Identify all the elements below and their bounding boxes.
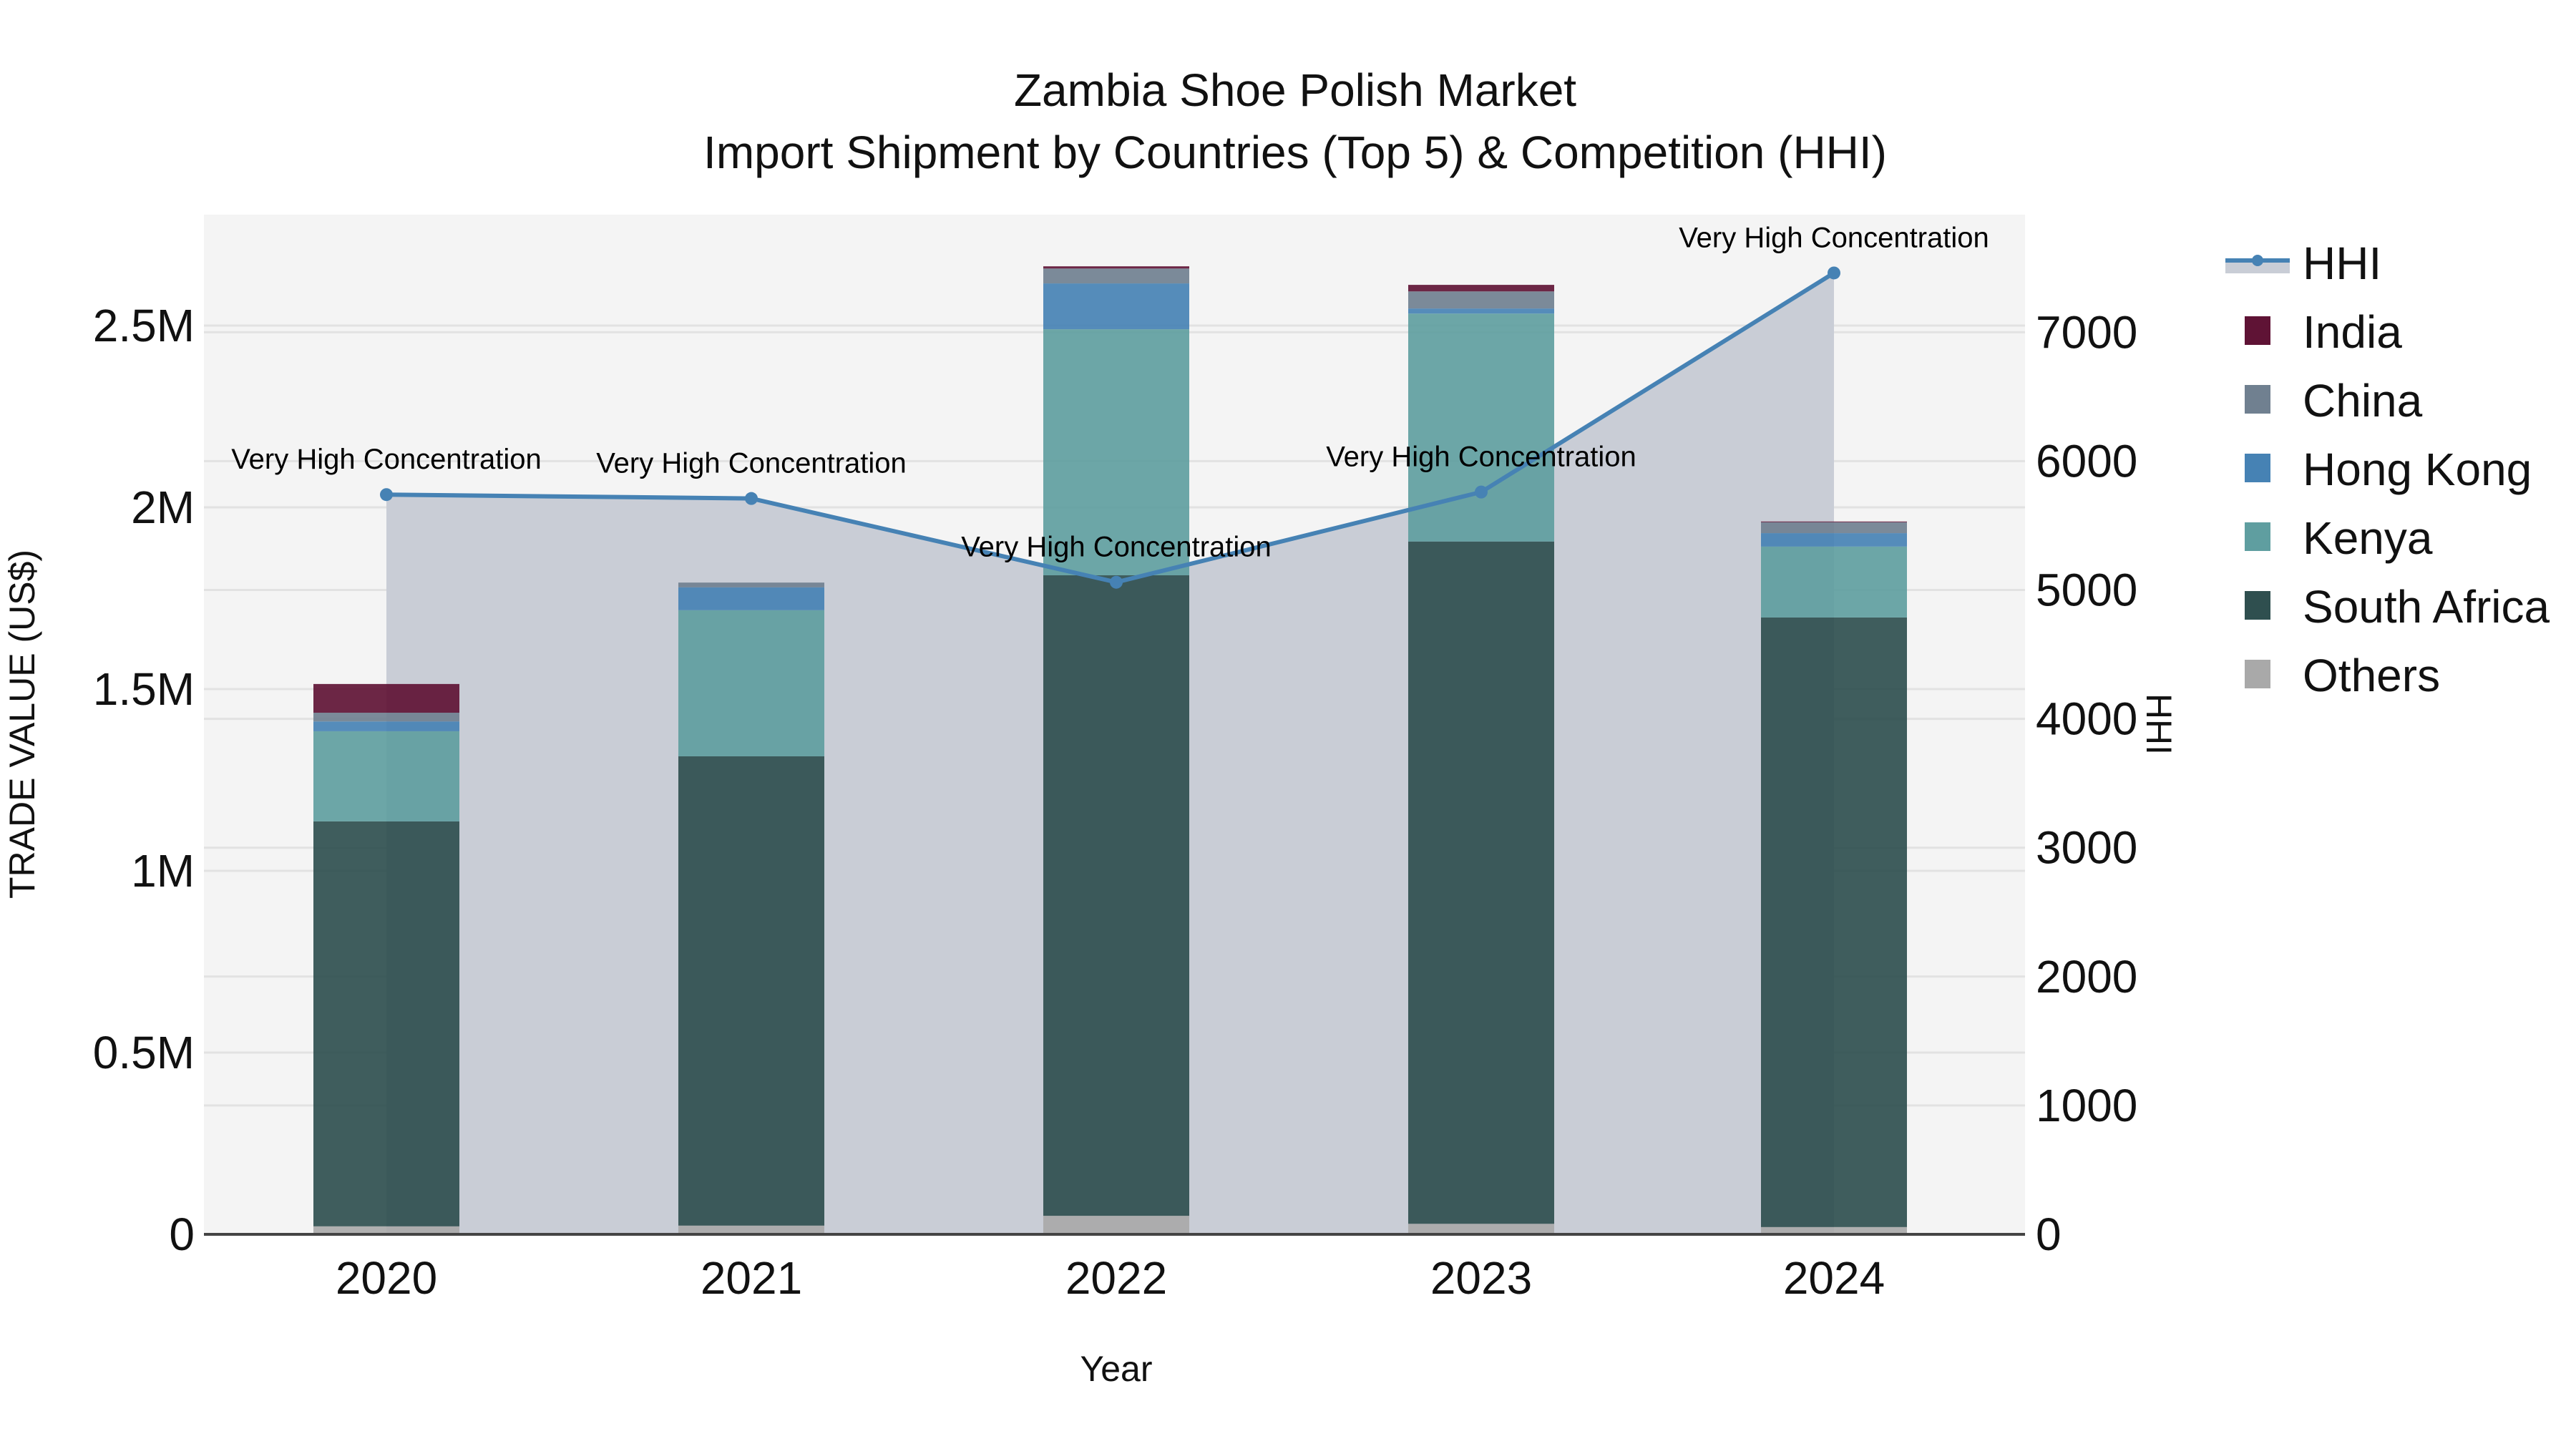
- bar-segment-south-africa[interactable]: [1761, 617, 1907, 1227]
- bar-segment-china[interactable]: [313, 713, 459, 722]
- bar-segment-china[interactable]: [1408, 291, 1554, 309]
- hhi-point[interactable]: [745, 492, 758, 505]
- y-tick-label: 2M: [131, 482, 195, 533]
- hhi-legend-fill-icon: [2225, 262, 2290, 273]
- hhi-annotation: Very High Concentration: [231, 444, 542, 475]
- y2-tick-label: 1000: [2036, 1080, 2137, 1131]
- bar-segment-others[interactable]: [1408, 1224, 1554, 1234]
- square-legend-icon: [2245, 522, 2270, 551]
- bar-segment-india[interactable]: [313, 683, 459, 713]
- bar-segment-south-africa[interactable]: [1043, 575, 1189, 1216]
- square-legend-icon: [2245, 385, 2270, 414]
- legend-label: Kenya: [2303, 512, 2433, 564]
- bar-segment-south-africa[interactable]: [313, 821, 459, 1226]
- y2-tick-label: 7000: [2036, 306, 2137, 358]
- legend-item-south-africa[interactable]: South Africa: [2245, 581, 2550, 633]
- hhi-point[interactable]: [1475, 485, 1488, 499]
- legend-item-china[interactable]: China: [2245, 375, 2423, 426]
- bar-segment-hong-kong[interactable]: [678, 587, 824, 610]
- y-tick-label: 1.5M: [93, 663, 195, 715]
- y-tick-label: 1M: [131, 845, 195, 897]
- bar-segment-kenya[interactable]: [1408, 313, 1554, 542]
- y2-tick-label: 5000: [2036, 565, 2137, 616]
- bar-segment-hong-kong[interactable]: [1043, 283, 1189, 330]
- y2-axis-title: HHI: [2139, 693, 2179, 755]
- bar-segment-hong-kong[interactable]: [1408, 308, 1554, 314]
- bar-segment-kenya[interactable]: [313, 731, 459, 821]
- legend-label: India: [2303, 306, 2402, 358]
- bar-segment-others[interactable]: [678, 1225, 824, 1234]
- y-axis-title: TRADE VALUE (US$): [2, 550, 42, 899]
- bar-segment-china[interactable]: [1043, 268, 1189, 284]
- bar-segment-kenya[interactable]: [1761, 546, 1907, 618]
- legend-item-others[interactable]: Others: [2245, 650, 2440, 701]
- y-tick-label: 2.5M: [93, 300, 195, 351]
- hhi-point[interactable]: [1110, 575, 1123, 589]
- legend-item-hhi[interactable]: HHI: [2225, 238, 2381, 289]
- hhi-point[interactable]: [1828, 266, 1840, 280]
- hhi-annotation: Very High Concentration: [596, 448, 907, 479]
- chart-title: Zambia Shoe Polish Market: [1014, 64, 1576, 116]
- y2-tick-label: 0: [2036, 1209, 2062, 1260]
- y-tick-label: 0.5M: [93, 1027, 195, 1078]
- bar-segment-others[interactable]: [1761, 1226, 1907, 1234]
- x-tick-label: 2020: [336, 1252, 437, 1304]
- legend-label: South Africa: [2303, 581, 2550, 633]
- x-tick-label: 2022: [1065, 1252, 1167, 1304]
- legend-label: China: [2303, 375, 2423, 426]
- bar-segment-others[interactable]: [313, 1226, 459, 1234]
- legend-item-india[interactable]: India: [2245, 306, 2402, 358]
- y-tick-label: 0: [169, 1209, 195, 1260]
- hhi-annotation: Very High Concentration: [961, 532, 1272, 563]
- y2-axis-ticks: 0 1000 2000 3000 4000 5000 6000 7000: [2036, 306, 2137, 1260]
- y2-tick-label: 2000: [2036, 951, 2137, 1002]
- square-legend-icon: [2245, 316, 2270, 345]
- hhi-annotation: Very High Concentration: [1326, 441, 1636, 473]
- hhi-line: Very High Concentration Very High Concent…: [231, 222, 1989, 589]
- legend-label: HHI: [2303, 238, 2381, 289]
- square-legend-icon: [2245, 660, 2270, 688]
- square-legend-icon: [2245, 454, 2270, 482]
- bar-segment-kenya[interactable]: [1043, 329, 1189, 575]
- y-axis-ticks: 0 0.5M 1M 1.5M 2M 2.5M: [93, 300, 195, 1260]
- legend-label: Others: [2303, 650, 2440, 701]
- hhi-point[interactable]: [380, 488, 393, 502]
- legend-label: Hong Kong: [2303, 444, 2532, 495]
- x-axis-ticks: 2020 2021 2022 2023 2024: [336, 1252, 1885, 1304]
- bar-segment-india[interactable]: [1043, 266, 1189, 269]
- bar-segment-india[interactable]: [1408, 285, 1554, 292]
- bar-segment-china[interactable]: [678, 582, 824, 587]
- y2-tick-label: 4000: [2036, 693, 2137, 745]
- bar-segment-south-africa[interactable]: [678, 756, 824, 1226]
- bars: [313, 266, 1907, 1234]
- y2-tick-label: 6000: [2036, 435, 2137, 487]
- x-axis-title: Year: [1080, 1349, 1152, 1389]
- hhi-annotation: Very High Concentration: [1679, 222, 1989, 253]
- x-tick-label: 2023: [1430, 1252, 1532, 1304]
- x-tick-label: 2024: [1783, 1252, 1885, 1304]
- bar-segment-kenya[interactable]: [678, 610, 824, 756]
- bar-segment-china[interactable]: [1761, 522, 1907, 534]
- legend: HHI India China Hong Kong Kenya South Africa O…: [2225, 238, 2550, 701]
- bar-segment-south-africa[interactable]: [1408, 541, 1554, 1224]
- bar-segment-others[interactable]: [1043, 1216, 1189, 1234]
- y2-tick-label: 3000: [2036, 822, 2137, 874]
- legend-item-kenya[interactable]: Kenya: [2245, 512, 2433, 564]
- square-legend-icon: [2245, 591, 2270, 620]
- bar-segment-hong-kong[interactable]: [1761, 533, 1907, 547]
- marker-legend-icon: [2252, 255, 2263, 266]
- legend-item-hong-kong[interactable]: Hong Kong: [2245, 444, 2532, 495]
- chart-subtitle: Import Shipment by Countries (Top 5) & C…: [703, 127, 1887, 178]
- bar-segment-hong-kong[interactable]: [313, 721, 459, 731]
- x-tick-label: 2021: [701, 1252, 802, 1304]
